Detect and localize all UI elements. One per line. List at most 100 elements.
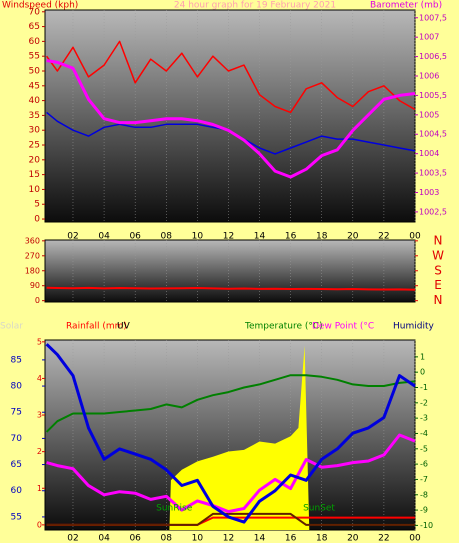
y2-tick-label: 1005	[419, 110, 439, 119]
x-tick-label: 06	[129, 232, 141, 242]
y2-tick-label: 1002,5	[419, 207, 447, 216]
y-tick-label: 55	[11, 512, 22, 522]
x-tick-label: 10	[192, 232, 204, 242]
y2-tick-label: -7	[420, 475, 428, 484]
y2-tick-label: -1	[420, 383, 428, 392]
x-tick-label: 08	[161, 232, 173, 242]
x-tick-label: 00	[409, 534, 421, 543]
y2-tick-label: 1007	[419, 33, 439, 42]
x-tick-label: 16	[285, 232, 297, 242]
area	[46, 345, 415, 530]
y-tick-label: 60	[29, 37, 41, 47]
y2-tick-label: -6	[420, 460, 428, 469]
y3-tick-label: 1	[37, 484, 42, 493]
legend-label: UV	[117, 322, 131, 332]
x-tick-label: 20	[347, 232, 359, 242]
y2-tick-label: E	[434, 278, 442, 292]
plot-area	[44, 239, 416, 303]
y2-tick-label: 1003,5	[419, 169, 447, 178]
series-line	[46, 512, 415, 526]
y2-tick-label: 1004	[419, 149, 439, 158]
y2-tick-label: -4	[420, 429, 428, 438]
x-tick-label: 20	[347, 534, 359, 543]
y-tick-label: 0	[34, 215, 40, 225]
y2-tick-label: 1	[420, 352, 425, 361]
x-tick-label: 12	[223, 232, 234, 242]
y-tick-label: 70	[11, 434, 23, 444]
x-tick-label: 08	[161, 534, 173, 543]
y-tick-label: 90	[30, 281, 40, 290]
y-tick-label: 180	[25, 266, 40, 275]
y2-tick-label: 1003	[419, 188, 439, 197]
legend-label: Dew Point (°C	[312, 322, 374, 332]
legend-label: Rainfall (mm)	[66, 322, 127, 332]
y-tick-label: 35	[29, 111, 40, 121]
y2-tick-label: -10	[420, 521, 433, 530]
y-tick-label: 60	[11, 486, 23, 496]
series-line	[46, 433, 416, 514]
y-tick-label: 360	[25, 236, 40, 245]
y3-tick-label: 2	[37, 447, 42, 456]
x-tick-label: 12	[223, 534, 234, 543]
x-tick-label: 10	[192, 534, 204, 543]
y-tick-label: 70	[29, 7, 41, 17]
y2-tick-label: N	[434, 293, 443, 307]
x-tick-label: 00	[409, 232, 421, 242]
x-tick-label: 22	[378, 232, 389, 242]
y-tick-label: 45	[29, 81, 40, 91]
y-tick-label: 65	[11, 460, 22, 470]
y-tick-label: 270	[25, 251, 40, 260]
x-tick-label: 18	[316, 232, 328, 242]
legend-label: Humidity	[393, 322, 434, 332]
y2-tick-label: 1004,5	[419, 130, 447, 139]
series-line	[45, 343, 416, 524]
legend-label: Solar	[0, 322, 23, 332]
y-tick-label: 65	[29, 22, 40, 32]
annotation: SunRise	[156, 504, 193, 514]
y2-tick-label: 1005,5	[419, 91, 447, 100]
y2-tick-label: W	[432, 248, 444, 262]
x-tick-label: 06	[129, 534, 141, 543]
y3-tick-label: 0	[37, 520, 42, 529]
x-tick-label: 14	[254, 534, 266, 543]
y2-tick-label: -3	[420, 414, 428, 423]
x-tick-label: 04	[98, 534, 110, 543]
y3-tick-label: 4	[37, 374, 42, 383]
y2-tick-label: 1007,5	[419, 13, 447, 22]
y-tick-label: 55	[29, 52, 40, 62]
y2-tick-label: -5	[420, 444, 428, 453]
series-line	[46, 286, 416, 291]
y2-tick-label: S	[434, 263, 442, 277]
y-tick-label: 0	[35, 296, 40, 305]
y-tick-label: 20	[29, 155, 41, 165]
series-line	[45, 374, 416, 433]
annotation: SunSet	[303, 504, 335, 514]
y2-axis-label: Barometer (mb)	[370, 1, 442, 11]
series-line	[46, 59, 416, 179]
x-tick-label: 02	[67, 534, 78, 543]
x-tick-label: 02	[67, 232, 78, 242]
y-tick-label: 15	[29, 170, 40, 180]
x-tick-label: 04	[98, 232, 110, 242]
y2-tick-label: 1006,5	[419, 52, 447, 61]
y2-tick-label: -9	[420, 506, 428, 515]
series-line	[45, 40, 416, 114]
x-tick-label: 16	[285, 534, 297, 543]
y-tick-label: 85	[11, 355, 22, 365]
y2-tick-label: -8	[420, 490, 428, 499]
y-axis-label: Windspeed (kph)	[2, 1, 78, 11]
chart-title: 24 hour graph for 19 February 2021	[174, 1, 336, 11]
y-tick-label: 25	[29, 141, 40, 151]
plot-area	[44, 9, 416, 223]
y3-tick-label: 3	[37, 411, 42, 420]
x-tick-label: 14	[254, 232, 266, 242]
x-tick-label: 22	[378, 534, 389, 543]
y2-tick-label: 0	[420, 368, 425, 377]
y3-tick-label: 5	[37, 337, 42, 346]
y-tick-label: 75	[11, 408, 22, 418]
legend-label: Temperature (°C)	[244, 322, 323, 332]
x-tick-label: 18	[316, 534, 328, 543]
y-tick-label: 40	[29, 96, 41, 106]
y2-tick-label: -2	[420, 398, 428, 407]
